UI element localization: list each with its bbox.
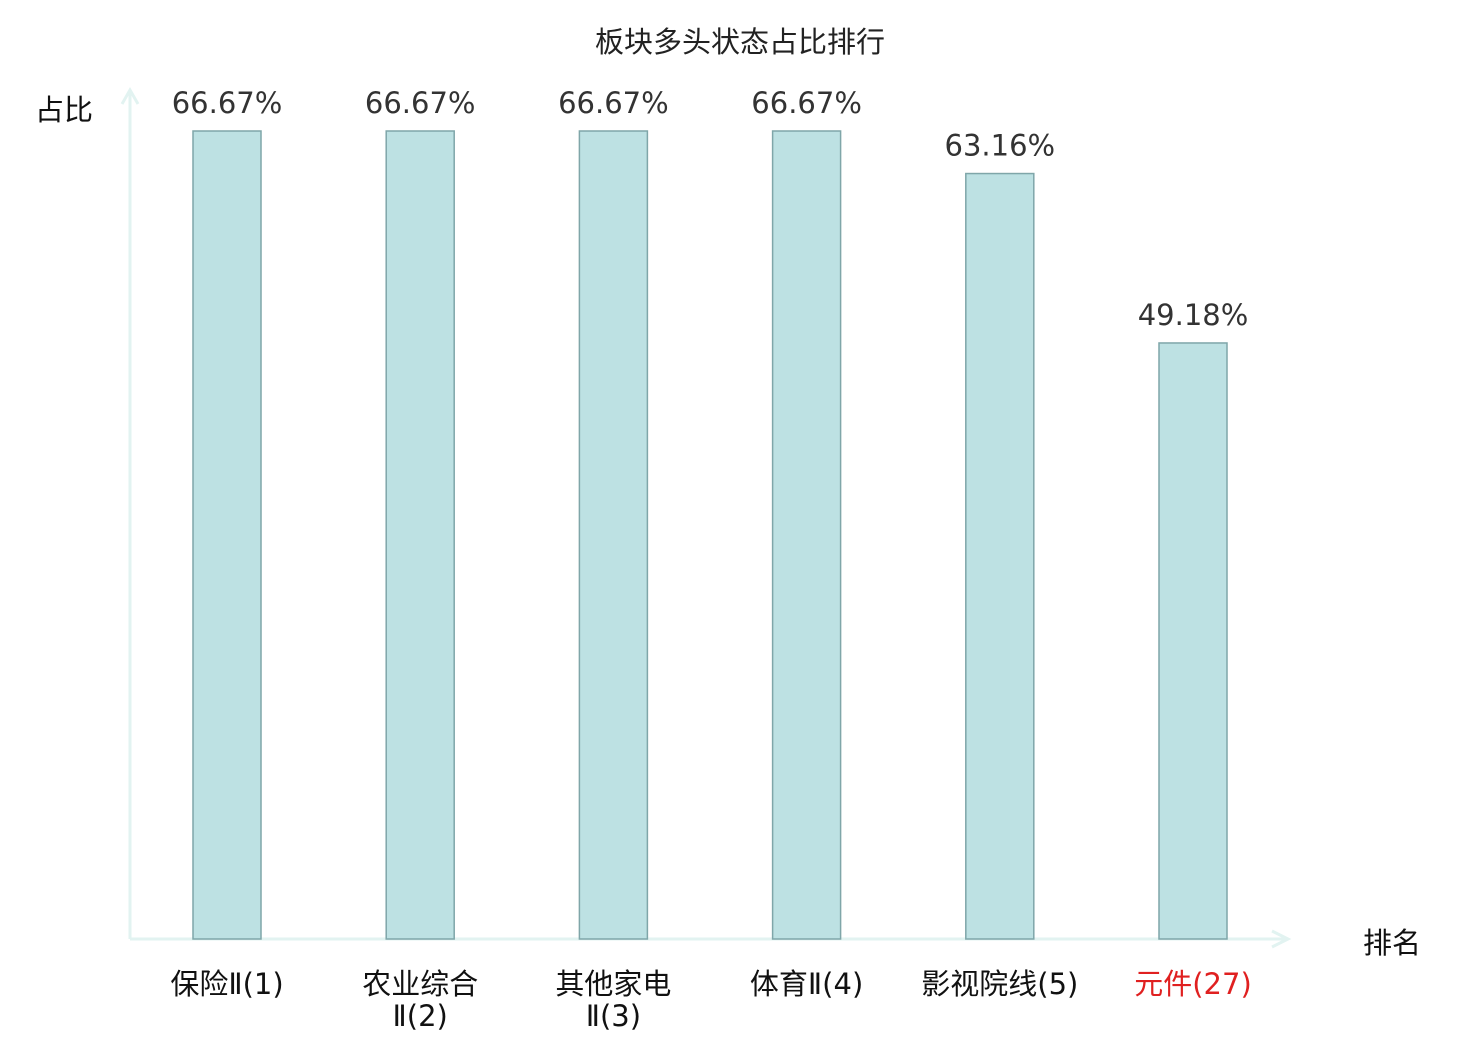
data-label: 63.16% — [945, 129, 1056, 163]
data-label: 49.18% — [1138, 298, 1249, 332]
data-label: 66.67% — [751, 86, 862, 120]
value-labels-group: 66.67% 66.67% 66.67% 66.67% 63.16% 49.18% — [172, 86, 1249, 332]
x-tick-label: 影视院线(5) — [921, 967, 1078, 1001]
bar — [1158, 342, 1228, 940]
bars-group — [192, 130, 1228, 940]
x-axis-arrow — [1271, 929, 1292, 949]
data-label: 66.67% — [172, 86, 283, 120]
data-label: 66.67% — [365, 86, 476, 120]
x-axis-label: 排名 — [1363, 926, 1421, 960]
x-tick-label-line: 其他家电 — [555, 967, 671, 1001]
bar — [965, 172, 1035, 940]
x-tick-label-line: Ⅱ(3) — [586, 999, 641, 1033]
x-tick-label-line: 影视院线(5) — [921, 967, 1078, 1001]
x-tick-label-line: 保险Ⅱ(1) — [170, 967, 283, 1001]
y-axis-label: 占比 — [35, 93, 93, 127]
x-tick-label: 保险Ⅱ(1) — [170, 967, 283, 1001]
bar — [192, 130, 262, 940]
y-axis-arrow — [120, 86, 140, 105]
bar — [578, 130, 649, 940]
x-tick-label-line: Ⅱ(2) — [393, 999, 448, 1033]
x-tick-label-line: 元件(27) — [1134, 967, 1252, 1001]
x-tick-label-line: 农业综合 — [362, 967, 478, 1001]
x-tick-label: 元件(27) — [1134, 967, 1252, 1001]
bar — [385, 130, 455, 940]
chart-title: 板块多头状态占比排行 — [595, 25, 885, 59]
bar — [771, 130, 842, 940]
x-tick-label: 体育Ⅱ(4) — [750, 967, 863, 1001]
x-tick-label-line: 体育Ⅱ(4) — [750, 967, 863, 1001]
data-label: 66.67% — [558, 86, 669, 120]
axes — [120, 86, 1292, 949]
